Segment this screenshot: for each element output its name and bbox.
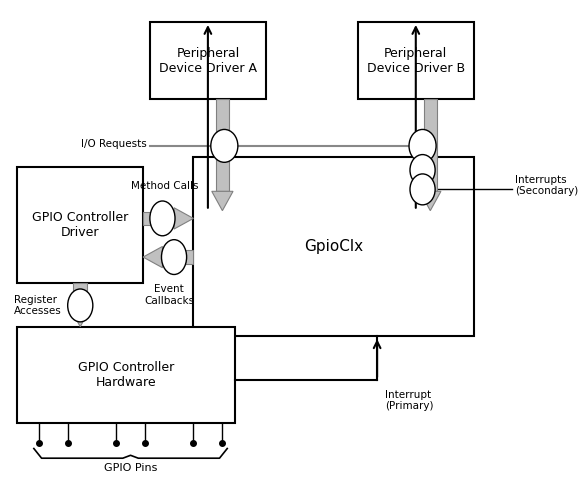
Ellipse shape: [211, 129, 238, 162]
Bar: [162, 250, 193, 264]
Text: Register
Accesses: Register Accesses: [14, 295, 61, 316]
Text: GPIO Controller
Driver: GPIO Controller Driver: [32, 211, 128, 239]
Bar: [150, 22, 266, 99]
Bar: [193, 157, 474, 336]
Text: Method Calls: Method Calls: [131, 181, 198, 191]
Bar: [143, 212, 174, 225]
Text: Peripheral
Device Driver B: Peripheral Device Driver B: [367, 47, 465, 75]
Text: Event
Callbacks: Event Callbacks: [144, 284, 194, 306]
Ellipse shape: [150, 201, 175, 236]
Bar: [18, 167, 143, 283]
Text: GPIO Controller
Hardware: GPIO Controller Hardware: [78, 361, 174, 389]
Ellipse shape: [162, 240, 186, 274]
Text: Interrupts
(Secondary): Interrupts (Secondary): [516, 175, 579, 196]
Bar: [358, 22, 474, 99]
Ellipse shape: [410, 155, 435, 185]
Polygon shape: [69, 307, 91, 327]
Bar: [74, 283, 87, 307]
Ellipse shape: [409, 129, 436, 162]
Text: GPIO Pins: GPIO Pins: [104, 463, 157, 473]
Bar: [18, 327, 235, 424]
Text: GpioClx: GpioClx: [304, 240, 363, 255]
Ellipse shape: [68, 289, 93, 322]
Polygon shape: [143, 246, 162, 268]
Polygon shape: [174, 208, 193, 229]
Text: Peripheral
Device Driver A: Peripheral Device Driver A: [159, 47, 257, 75]
Polygon shape: [212, 191, 233, 211]
Ellipse shape: [410, 174, 435, 205]
Bar: [423, 99, 437, 191]
Polygon shape: [420, 191, 441, 211]
Text: I/O Requests: I/O Requests: [81, 139, 147, 149]
Text: Interrupt
(Primary): Interrupt (Primary): [385, 390, 433, 411]
Bar: [216, 99, 229, 191]
